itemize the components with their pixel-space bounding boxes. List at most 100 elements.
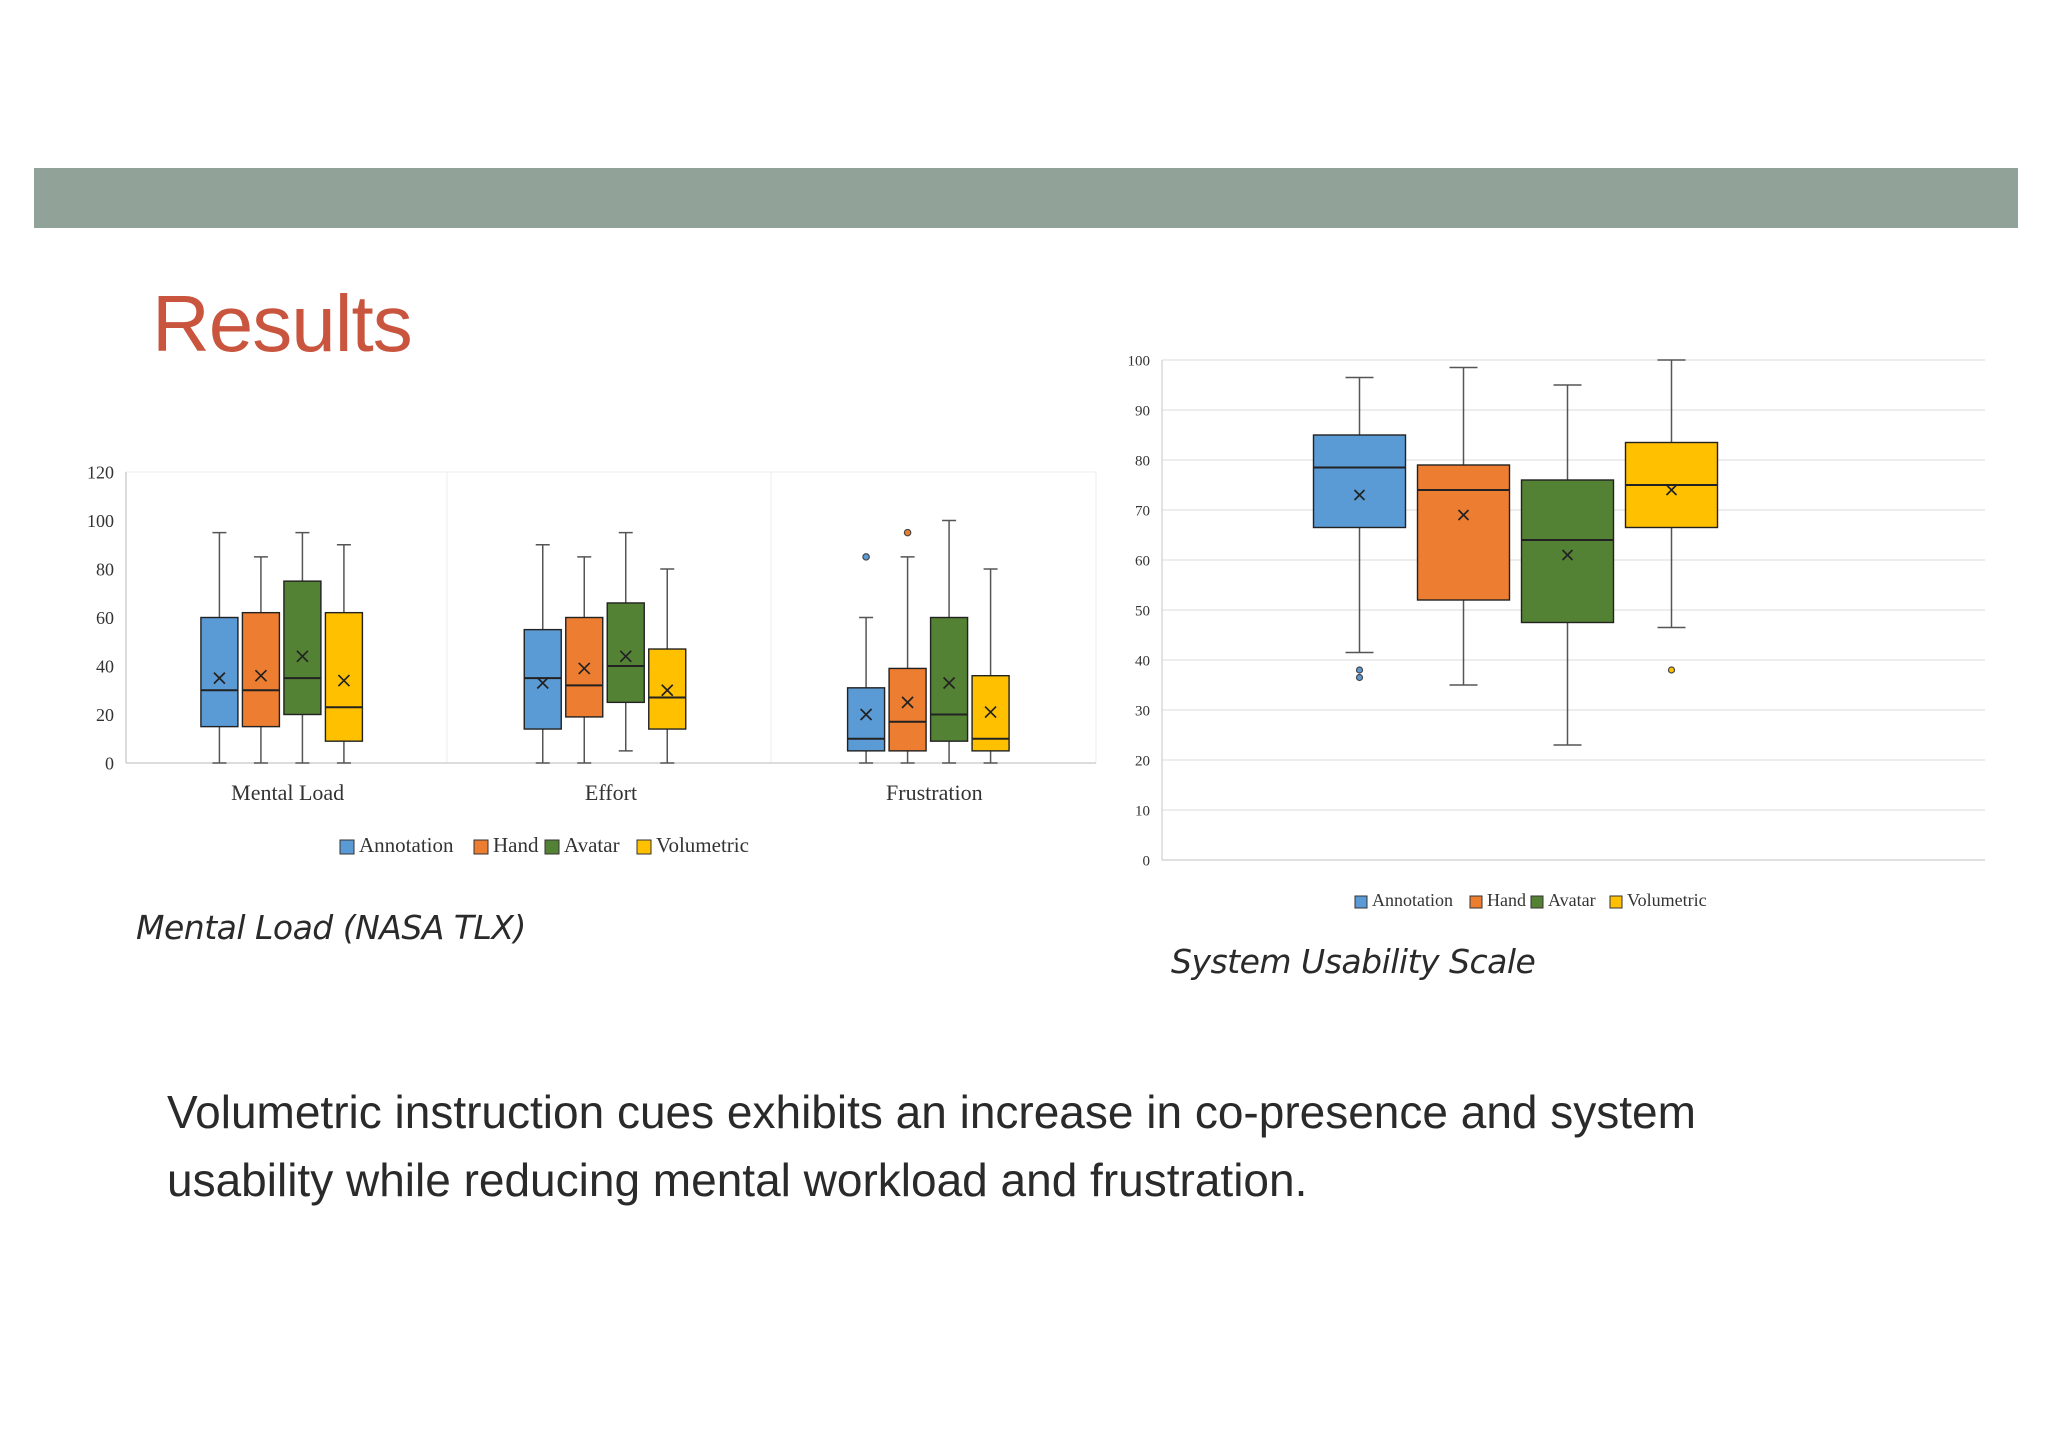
mean-marker (1665, 484, 1678, 496)
legend-swatch (1609, 895, 1623, 909)
y-tick-label: 50 (1135, 603, 1150, 619)
outlier-point (1355, 673, 1364, 682)
box-iqr (283, 580, 322, 716)
nasa-tlx-chart: 0 20 40 60 80 100 120 Mental Load Effort Frustrat… (87, 462, 1097, 857)
box-iqr (1416, 464, 1511, 601)
mean-marker (536, 676, 549, 690)
box-iqr (929, 616, 969, 742)
legend: Annotation Hand Avatar Volumetric (339, 833, 749, 857)
mean-marker (1561, 549, 1574, 561)
box-hand-frustration (888, 528, 927, 764)
legend-item-volumetric: Volumetric (1609, 890, 1707, 910)
y-tick-label: 30 (1135, 703, 1150, 719)
legend: Annotation Hand Avatar Volumetric (1354, 890, 1707, 910)
mean-marker (619, 650, 632, 663)
legend-item-annotation: Annotation (1354, 890, 1453, 910)
legend-swatch (544, 839, 560, 855)
mean-marker (1353, 489, 1366, 501)
sus-chart: 0 10 20 30 40 50 60 70 80 90 100 Annotation Hand Avat… (1128, 353, 1985, 910)
y-tick-label: 60 (96, 608, 114, 628)
box-iqr (200, 616, 239, 728)
y-tick-label: 70 (1135, 503, 1150, 519)
box-iqr (606, 602, 645, 704)
y-tick-label: 80 (96, 559, 114, 579)
box-volumetric-frustration (971, 568, 1010, 764)
x-category-label: Frustration (886, 780, 983, 805)
mean-marker (942, 676, 956, 690)
legend-item-avatar: Avatar (544, 833, 620, 857)
box-avatar-all (1520, 384, 1615, 746)
box-iqr (241, 611, 281, 728)
y-tick-label: 40 (96, 656, 114, 676)
box-hand-all (1416, 366, 1511, 686)
mean-marker (578, 662, 591, 675)
box-volumetric-mental-load (324, 544, 364, 764)
y-tick-label: 10 (1135, 803, 1150, 819)
legend-label: Avatar (564, 833, 620, 857)
legend-item-volumetric: Volumetric (636, 833, 749, 857)
box-annotation-mental-load (200, 531, 239, 764)
legend-item-hand: Hand (1469, 890, 1526, 910)
y-tick-label: 60 (1135, 553, 1150, 569)
outlier-point (903, 528, 912, 537)
slide-title: Results (152, 279, 413, 368)
box-hand-mental-load (241, 556, 281, 764)
mean-marker (984, 705, 997, 719)
box-iqr (324, 611, 364, 742)
legend-item-avatar: Avatar (1530, 890, 1596, 910)
box-volumetric-all (1624, 359, 1719, 674)
x-category-label: Mental Load (231, 780, 344, 805)
y-tick-label: 80 (1135, 453, 1150, 469)
y-tick-label: 20 (1135, 753, 1150, 769)
box-avatar-frustration (929, 519, 969, 764)
legend-label: Volumetric (1627, 890, 1707, 910)
y-tick-label: 120 (87, 462, 114, 482)
mean-marker (901, 696, 914, 709)
mean-marker (254, 669, 268, 682)
legend-item-hand: Hand (473, 833, 539, 857)
legend-swatch (1469, 895, 1483, 909)
x-category-label: Effort (585, 780, 637, 805)
box-iqr (846, 687, 886, 752)
box-annotation-effort (523, 544, 562, 764)
y-tick-label: 20 (96, 705, 114, 725)
legend-label: Hand (493, 833, 539, 857)
outlier-point (862, 553, 870, 561)
legend-swatch (339, 839, 355, 855)
mean-marker (661, 684, 674, 697)
legend-swatch (1354, 895, 1368, 909)
mean-marker (296, 650, 309, 663)
legend-swatch (1530, 895, 1544, 909)
outlier-point (1667, 666, 1676, 674)
legend-label: Hand (1487, 890, 1526, 910)
box-annotation-frustration (846, 553, 886, 764)
box-iqr (888, 667, 927, 752)
box-avatar-effort (606, 531, 645, 752)
legend-label: Annotation (359, 833, 454, 857)
mean-marker (1457, 509, 1470, 521)
header-bar (34, 168, 2018, 228)
sus-caption: System Usability Scale (1171, 942, 1536, 981)
outlier-point (1355, 666, 1364, 674)
box-hand-effort (565, 556, 604, 764)
y-tick-label: 40 (1135, 653, 1150, 669)
y-tick-label: 100 (87, 511, 114, 531)
legend-item-annotation: Annotation (339, 833, 454, 857)
mean-marker (337, 674, 351, 687)
mean-marker (859, 708, 873, 721)
box-annotation-all (1312, 376, 1407, 682)
box-iqr (523, 628, 562, 730)
legend-label: Avatar (1548, 890, 1596, 910)
y-tick-label: 0 (1143, 853, 1151, 869)
box-avatar-mental-load (283, 531, 322, 764)
legend-swatch (636, 839, 652, 855)
y-tick-label: 90 (1135, 403, 1150, 419)
legend-swatch (473, 839, 489, 855)
box-iqr (1312, 434, 1407, 529)
box-iqr (648, 648, 687, 730)
box-iqr (565, 616, 604, 718)
legend-label: Annotation (1372, 890, 1453, 910)
legend-label: Volumetric (656, 833, 749, 857)
box-iqr (1520, 479, 1615, 624)
box-volumetric-effort (648, 568, 687, 764)
